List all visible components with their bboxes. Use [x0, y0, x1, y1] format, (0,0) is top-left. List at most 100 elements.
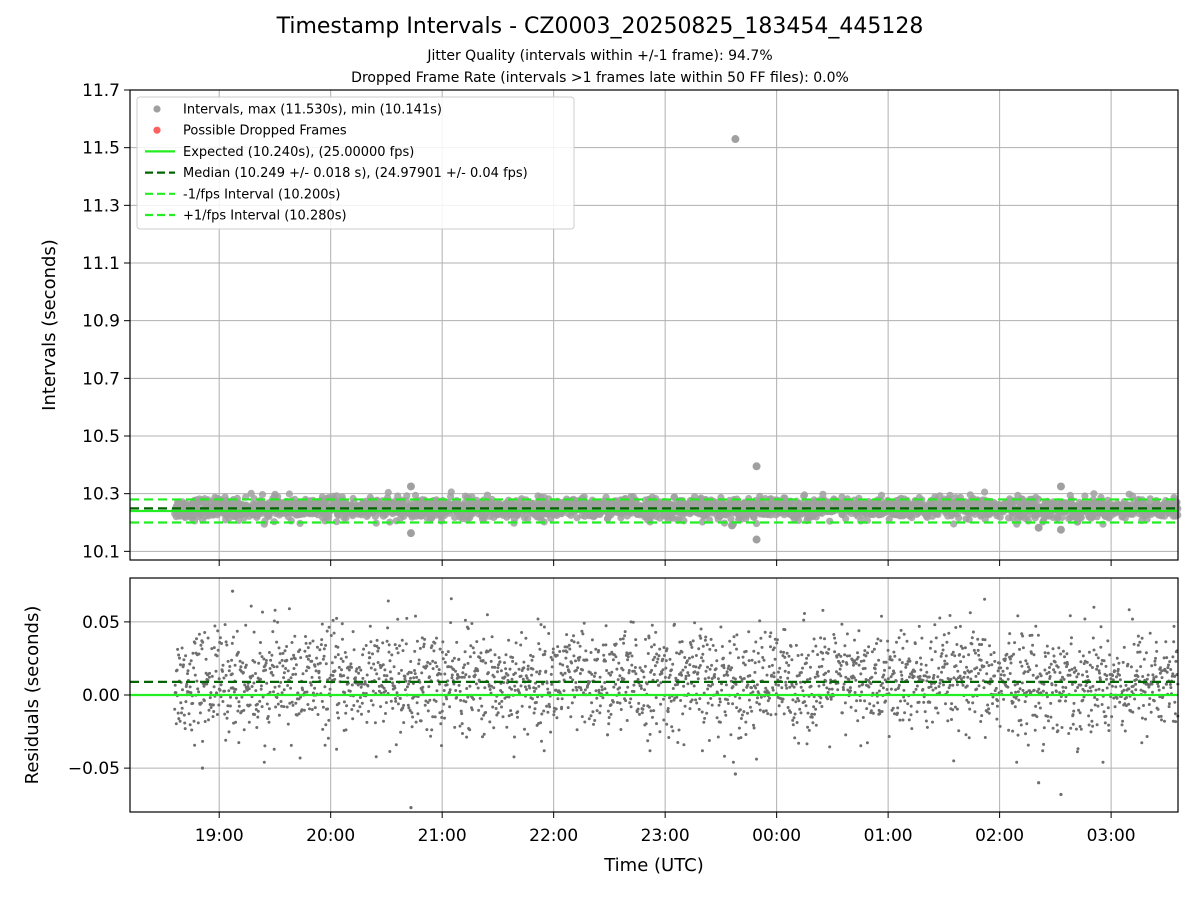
interval-point: [842, 515, 850, 523]
residual-point: [819, 636, 823, 640]
residual-point: [184, 700, 188, 704]
residual-point: [198, 711, 202, 715]
residual-point: [305, 655, 309, 658]
residual-point: [976, 648, 980, 652]
residual-point: [385, 674, 389, 678]
residual-point: [284, 667, 288, 670]
residual-point: [371, 703, 375, 707]
residual-point: [341, 637, 344, 641]
residual-point: [835, 655, 839, 659]
residual-point: [521, 677, 525, 681]
residual-point: [251, 674, 255, 678]
residual-point: [346, 676, 350, 680]
residual-point: [635, 710, 639, 714]
residual-point: [272, 747, 276, 751]
residual-point: [1053, 660, 1057, 664]
residual-point: [443, 660, 447, 664]
residual-point: [278, 661, 282, 665]
residual-point: [264, 659, 268, 662]
residual-point: [603, 681, 607, 684]
residual-point: [619, 637, 622, 641]
residual-point: [886, 648, 890, 652]
residual-point: [241, 671, 245, 674]
residual-point: [262, 760, 266, 764]
residual-point: [545, 704, 549, 708]
residual-point: [355, 667, 359, 671]
residual-point: [403, 688, 407, 692]
residual-point: [273, 608, 277, 612]
residual-point: [481, 659, 485, 662]
residual-point: [752, 723, 755, 727]
residual-point: [234, 720, 238, 724]
residual-point: [849, 705, 853, 709]
residual-point: [731, 685, 735, 689]
residual-point: [182, 713, 186, 717]
residual-point: [482, 732, 486, 736]
residual-point: [192, 719, 196, 723]
residual-point: [793, 736, 797, 740]
residual-point: [686, 682, 690, 686]
residual-point: [542, 625, 546, 629]
residual-point: [888, 655, 892, 659]
residual-point: [576, 641, 580, 645]
residual-point: [429, 734, 433, 738]
residual-point: [235, 629, 239, 633]
residual-point: [700, 656, 703, 660]
residual-point: [1007, 641, 1011, 645]
residual-point: [791, 723, 795, 727]
residual-point: [994, 686, 998, 690]
residual-point: [178, 656, 181, 660]
residual-point: [668, 673, 672, 677]
residual-point: [622, 677, 626, 681]
residual-point: [326, 707, 330, 711]
residual-point: [446, 650, 450, 654]
residual-point: [884, 699, 888, 703]
residual-point: [718, 697, 722, 701]
residual-point: [223, 623, 227, 627]
residual-point: [268, 690, 272, 694]
residual-point: [823, 637, 826, 641]
residual-point: [219, 683, 223, 687]
residual-point: [331, 674, 335, 677]
residual-point: [349, 662, 353, 666]
residual-point: [709, 637, 713, 641]
residual-point: [480, 704, 484, 708]
residual-point: [809, 665, 812, 669]
interval-outlier-point: [731, 135, 740, 144]
residual-point: [802, 618, 806, 622]
residual-point: [230, 641, 234, 645]
residual-point: [455, 640, 459, 644]
residual-point: [526, 732, 530, 736]
residual-point: [619, 708, 623, 711]
residual-point: [440, 650, 444, 654]
residual-point: [563, 671, 567, 675]
residual-point: [1018, 687, 1022, 691]
residual-point: [806, 725, 810, 729]
residual-point: [384, 689, 388, 693]
residual-point: [737, 726, 741, 730]
residual-point: [526, 664, 530, 668]
residual-point: [662, 697, 665, 701]
residual-point: [703, 716, 707, 720]
residual-point: [780, 700, 784, 704]
residual-point: [506, 673, 510, 677]
residual-point: [662, 646, 666, 649]
residual-point: [297, 712, 301, 716]
residual-point: [863, 649, 867, 653]
residual-point: [530, 673, 534, 677]
residual-point: [304, 635, 307, 638]
residual-point: [205, 682, 209, 686]
residual-point: [304, 641, 308, 645]
residual-point: [902, 632, 906, 636]
residual-point: [865, 707, 869, 711]
residual-point: [375, 638, 379, 642]
residual-point: [294, 663, 298, 667]
residual-point: [944, 702, 947, 706]
residual-point: [459, 698, 463, 702]
residual-point: [843, 644, 847, 648]
residual-point: [973, 710, 977, 714]
residual-point: [821, 651, 825, 655]
residual-point: [341, 659, 345, 663]
residual-point: [388, 750, 392, 753]
